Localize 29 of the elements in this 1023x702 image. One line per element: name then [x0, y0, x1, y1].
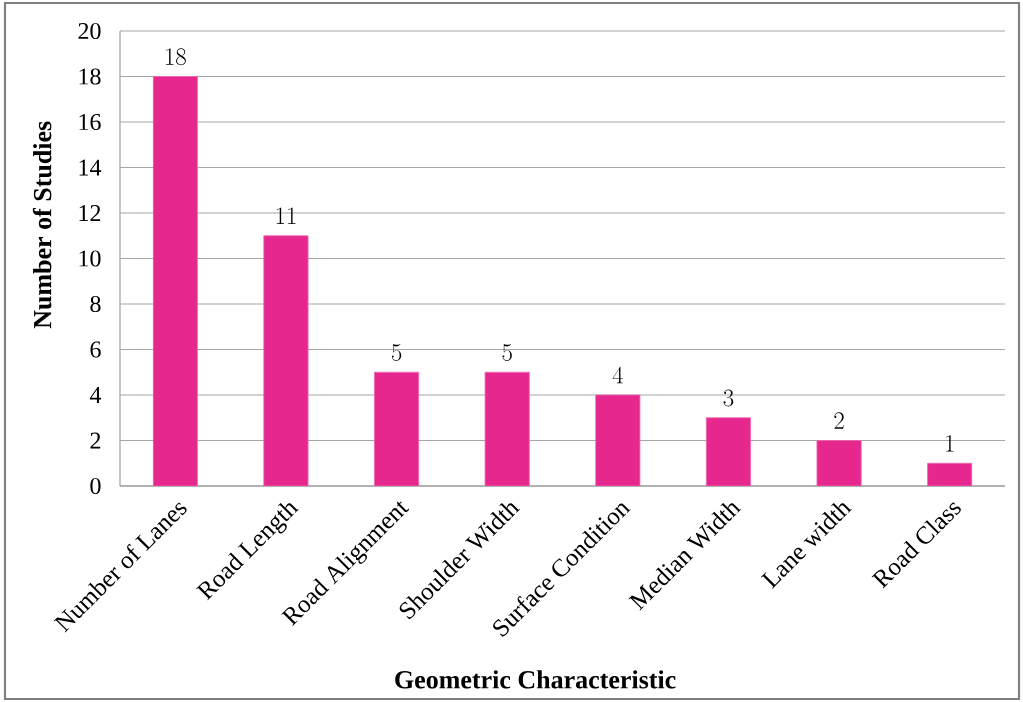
data-label: 5	[502, 344, 512, 361]
data-label: 2	[834, 412, 844, 429]
y-axis-title: Number of Studies	[32, 121, 52, 329]
y-tick-label: 6	[90, 341, 101, 358]
bar	[816, 440, 862, 486]
x-axis-title: Geometric Characteristic	[395, 670, 676, 689]
data-label: 5	[391, 344, 402, 361]
bar	[374, 371, 420, 486]
data-label: 1	[946, 435, 954, 452]
y-tick-label: 18	[79, 68, 101, 85]
y-tick-label: 20	[78, 22, 101, 40]
y-tick-label: 12	[79, 205, 101, 221]
y-tick-label: 16	[79, 113, 101, 131]
bar	[705, 417, 751, 486]
y-tick-label: 4	[89, 387, 102, 403]
y-tick-label: 10	[79, 250, 101, 267]
bar	[595, 394, 641, 486]
data-label: 4	[612, 366, 624, 384]
bar	[263, 235, 309, 486]
bar	[927, 462, 973, 486]
bar	[152, 76, 198, 486]
data-label: 18	[166, 48, 186, 66]
y-tick-label: 14	[79, 159, 102, 176]
y-tick-label: 8	[90, 295, 101, 313]
data-label: 11	[276, 207, 296, 225]
data-label: 3	[723, 389, 734, 407]
y-tick-label: 2	[90, 432, 101, 449]
bar	[484, 371, 530, 486]
y-tick-label: 0	[90, 477, 101, 495]
